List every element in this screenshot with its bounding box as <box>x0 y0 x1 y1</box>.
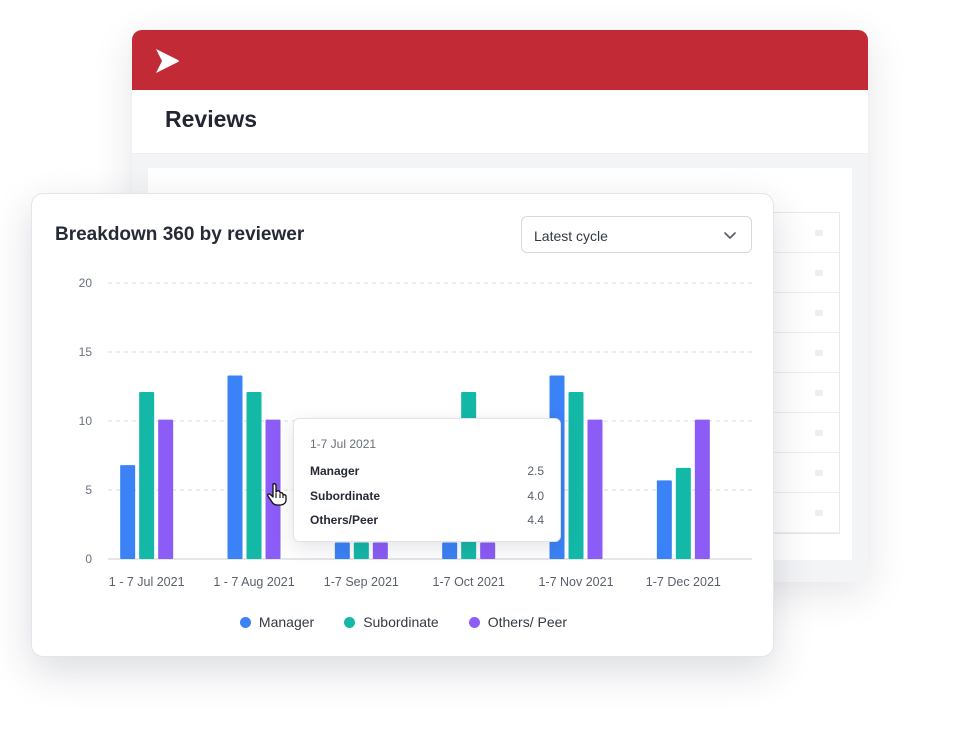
x-tick-label: 1-7 Sep 2021 <box>324 575 399 589</box>
legend-label: Others/ Peer <box>487 614 568 630</box>
bar-others-peer <box>372 542 388 559</box>
tooltip-row: Manager 2.5 <box>310 464 544 480</box>
hand-pointer-icon <box>267 483 287 506</box>
table-row <box>769 453 839 493</box>
bar-others-peer <box>480 542 496 559</box>
table-row <box>769 413 839 453</box>
legend-item[interactable]: Others/ Peer <box>468 614 568 630</box>
title-bar <box>132 90 868 154</box>
period-select[interactable]: Latest cycle <box>521 216 752 253</box>
table-row <box>769 293 839 333</box>
bar-manager <box>227 375 243 559</box>
y-tick-label: 15 <box>79 345 93 359</box>
bar-subordinate <box>353 542 369 559</box>
tooltip-row: Others/Peer 4.4 <box>310 513 544 529</box>
table-row <box>769 333 839 373</box>
tooltip-label: Subordinate <box>310 489 381 503</box>
period-select-value: Latest cycle <box>534 228 608 244</box>
bar-manager <box>334 542 350 559</box>
legend-label: Manager <box>258 614 315 630</box>
chart-tooltip: 1-7 Jul 2021 Manager 2.5 Subordinate 4.0… <box>293 418 561 542</box>
bar-manager <box>120 465 136 559</box>
bar-subordinate <box>568 392 584 559</box>
x-tick-label: 1-7 Nov 2021 <box>538 575 613 589</box>
page-title: Reviews <box>165 106 258 132</box>
logo-icon[interactable] <box>152 46 182 76</box>
table-row <box>769 213 839 253</box>
chevron-down-icon <box>724 232 736 239</box>
tooltip-value: 4.0 <box>527 489 544 503</box>
table-row <box>769 493 839 533</box>
table-row <box>769 373 839 413</box>
legend-dot-icon <box>239 616 251 628</box>
table-row <box>769 253 839 293</box>
bar-others-peer <box>587 419 603 559</box>
chart-legend: Manager Subordinate Others/ Peer <box>32 614 775 630</box>
legend-dot-icon <box>344 616 356 628</box>
y-tick-label: 10 <box>79 414 93 428</box>
breakdown-card: 0 5 10 15 20 1 - 7 Jul 2021 1 - 7 Aug 2021 1-7 … <box>31 193 774 657</box>
x-tick-label: 1 - 7 Aug 2021 <box>213 575 294 589</box>
bar-manager <box>656 480 672 559</box>
y-tick-label: 0 <box>85 552 92 566</box>
bar-others-peer <box>158 419 174 559</box>
tooltip-value: 2.5 <box>527 464 544 478</box>
tooltip-row: Subordinate 4.0 <box>310 489 544 505</box>
background-table <box>768 212 840 534</box>
bar-others-peer <box>694 419 710 559</box>
legend-item[interactable]: Manager <box>239 614 315 630</box>
bar-chart: 0 5 10 15 20 1 - 7 Jul 2021 1 - 7 Aug 2021 1-7 … <box>79 276 752 589</box>
x-tick-label: 1-7 Oct 2021 <box>433 575 505 589</box>
x-tick-label: 1 - 7 Jul 2021 <box>109 575 185 589</box>
tooltip-value: 4.4 <box>527 513 544 527</box>
bar-manager <box>442 542 458 559</box>
x-tick-label: 1-7 Dec 2021 <box>646 575 721 589</box>
tooltip-label: Others/Peer <box>310 513 379 527</box>
bar-subordinate <box>675 467 691 559</box>
y-tick-label: 20 <box>79 276 93 290</box>
legend-item[interactable]: Subordinate <box>344 614 439 630</box>
tooltip-label: Manager <box>310 464 360 478</box>
app-header <box>132 30 868 90</box>
legend-dot-icon <box>468 616 480 628</box>
y-tick-label: 5 <box>85 483 92 497</box>
bar-subordinate <box>139 392 155 559</box>
legend-label: Subordinate <box>363 614 439 630</box>
tooltip-date: 1-7 Jul 2021 <box>310 437 377 451</box>
bar-subordinate <box>246 392 262 559</box>
card-title: Breakdown 360 by reviewer <box>55 224 305 245</box>
